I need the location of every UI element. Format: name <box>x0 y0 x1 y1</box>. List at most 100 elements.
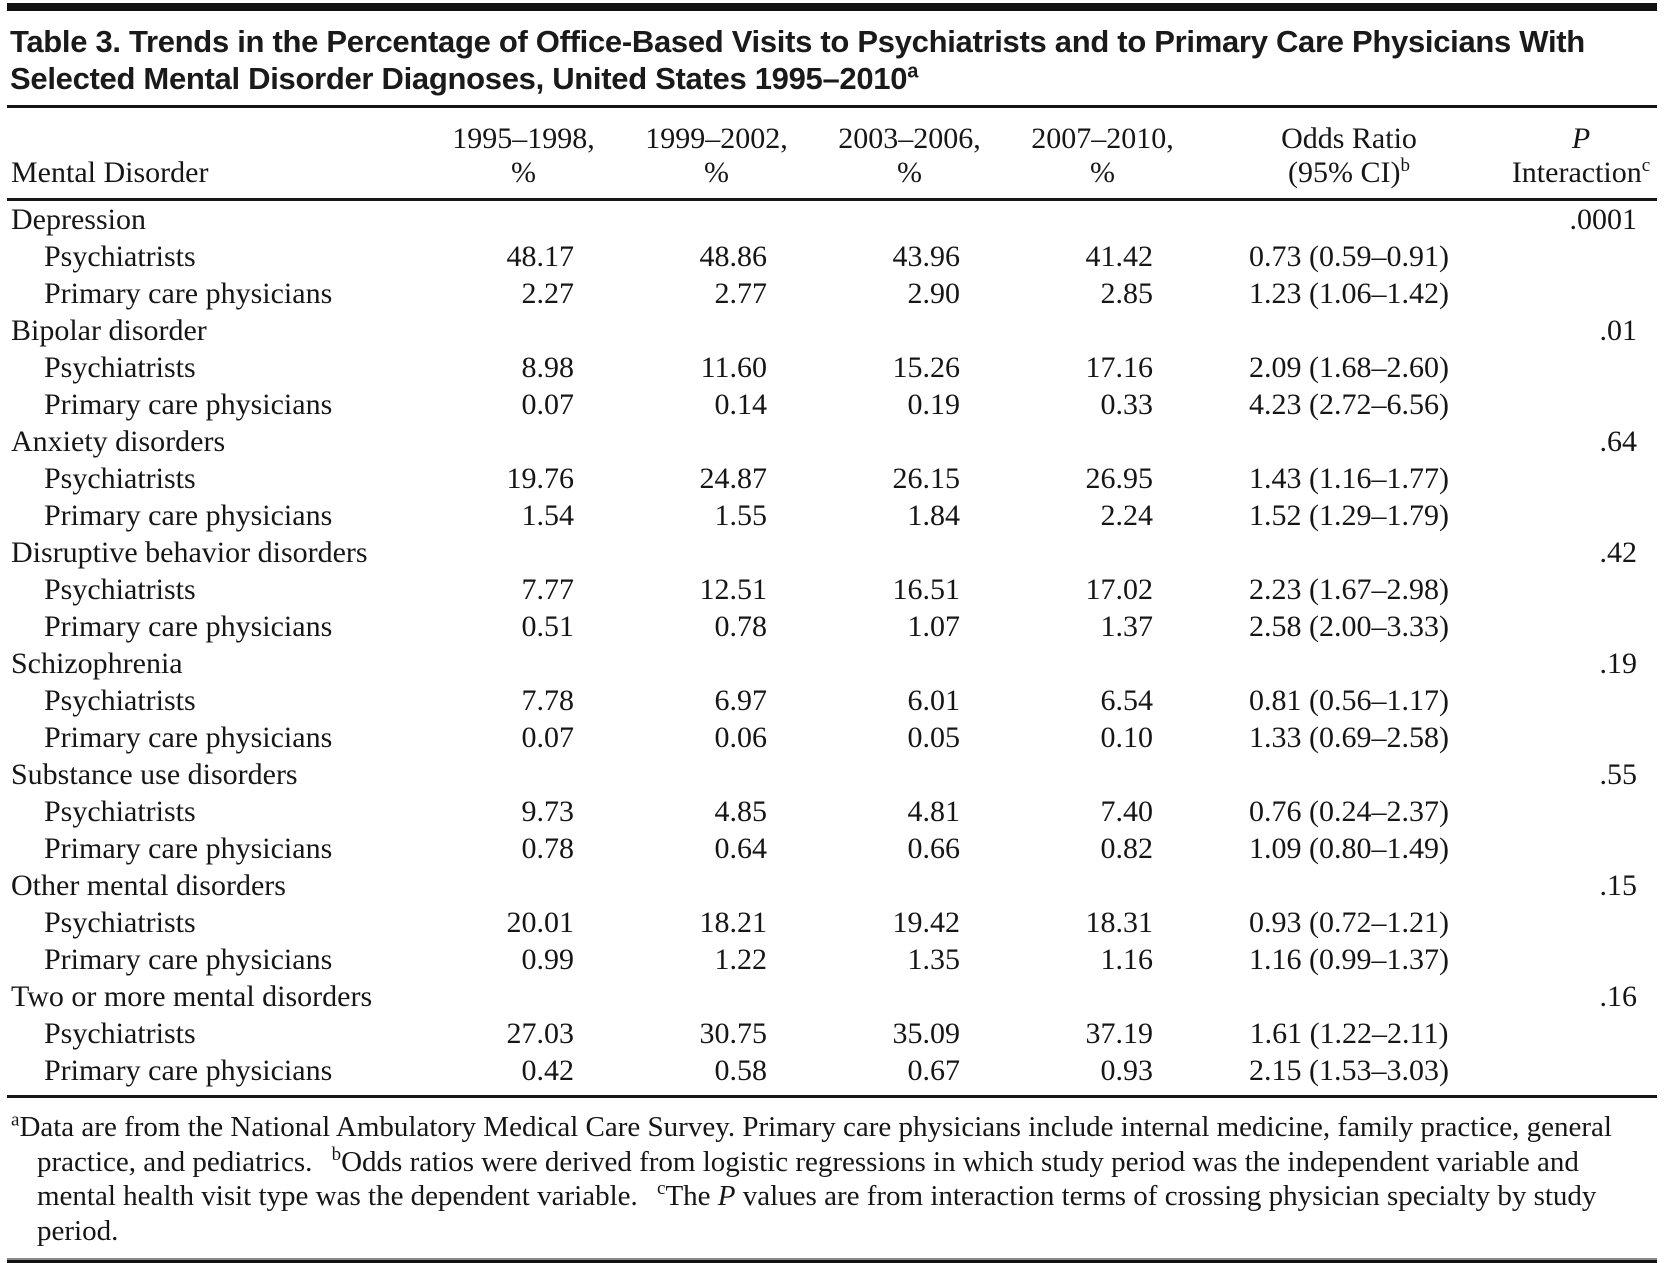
provider-row: Psychiatrists 7.77 12.51 16.51 17.02 2.23 (1.… <box>7 571 1663 608</box>
empty-p-cell <box>1499 608 1663 645</box>
section-row: Other mental disorders .15 <box>7 867 1663 904</box>
column-header-2003-2006: 2003–2006,% <box>813 108 1006 198</box>
percent-value-cell: 0.66 <box>907 832 961 865</box>
column-header-p-interaction: P Interactionc <box>1499 108 1663 198</box>
column-header-label: P <box>1499 122 1663 156</box>
column-header-1999-2002: 1999–2002,% <box>620 108 813 198</box>
column-header-mental-disorder: Mental Disorder <box>7 108 427 198</box>
percent-value-cell: 2.77 <box>714 277 768 310</box>
disorder-name-cell: Disruptive behavior disorders <box>11 536 368 569</box>
empty-p-cell <box>1499 238 1663 275</box>
column-header-interaction: Interaction <box>1511 156 1642 189</box>
provider-label-cell: Primary care physicians <box>44 388 333 421</box>
percent-value-cell: 2.90 <box>907 277 961 310</box>
percent-value-cell: 0.82 <box>1100 832 1154 865</box>
odds-ratio-cell: 1.16 (0.99–1.37) <box>1249 943 1449 976</box>
empty-odds-cell <box>1199 534 1499 571</box>
odds-ratio-cell: 1.61 (1.22–2.11) <box>1249 1017 1449 1050</box>
empty-percent-cell <box>813 756 1006 793</box>
empty-percent-cell <box>1006 645 1199 682</box>
footnote-text-c-post: values are from interaction terms of cro… <box>37 1180 1597 1247</box>
disorder-name-cell: Depression <box>11 203 146 236</box>
column-header-unit: % <box>1090 156 1115 189</box>
percent-value-cell: 24.87 <box>699 462 768 495</box>
disorder-name-cell: Bipolar disorder <box>11 314 207 347</box>
provider-label-cell: Primary care physicians <box>44 277 333 310</box>
footnote-text-c-pre: The <box>665 1180 718 1212</box>
percent-value-cell: 30.75 <box>699 1017 768 1050</box>
table-title-footnote-marker: a <box>907 60 919 83</box>
empty-percent-cell <box>1006 312 1199 349</box>
empty-p-cell <box>1499 460 1663 497</box>
provider-row: Primary care physicians 1.54 1.55 1.84 2.24 1… <box>7 497 1663 534</box>
column-header-label: 1995–1998, <box>452 122 595 155</box>
empty-odds-cell <box>1199 756 1499 793</box>
percent-value-cell: 4.85 <box>714 795 768 828</box>
p-interaction-cell: .42 <box>1599 536 1638 569</box>
empty-percent-cell <box>620 756 813 793</box>
percent-value-cell: 1.54 <box>521 499 575 532</box>
empty-p-cell <box>1499 904 1663 941</box>
empty-p-cell <box>1499 719 1663 756</box>
p-interaction-cell: .16 <box>1599 980 1638 1013</box>
provider-row: Psychiatrists 20.01 18.21 19.42 18.31 0.93 (0… <box>7 904 1663 941</box>
provider-label-cell: Primary care physicians <box>44 499 333 532</box>
section-row: Substance use disorders .55 <box>7 756 1663 793</box>
footnote-marker-c: c <box>657 1178 666 1200</box>
provider-row: Primary care physicians 0.07 0.14 0.19 0.33 4… <box>7 386 1663 423</box>
empty-percent-cell <box>427 201 620 238</box>
percent-value-cell: 43.96 <box>892 240 961 273</box>
disorder-name-cell: Other mental disorders <box>11 869 286 902</box>
odds-ratio-cell: 2.58 (2.00–3.33) <box>1249 610 1449 643</box>
empty-percent-cell <box>813 312 1006 349</box>
percent-value-cell: 0.05 <box>907 721 961 754</box>
percent-value-cell: 1.16 <box>1100 943 1154 976</box>
empty-p-cell <box>1499 275 1663 312</box>
odds-ratio-cell: 0.93 (0.72–1.21) <box>1249 906 1449 939</box>
footnote-text-a: Data are from the National Ambulatory Me… <box>19 1111 1612 1178</box>
footnote-marker-a: a <box>11 1109 20 1131</box>
empty-percent-cell <box>620 978 813 1015</box>
footnote-text-b: Odds ratios were derived from logistic r… <box>37 1145 1579 1213</box>
percent-value-cell: 27.03 <box>506 1017 575 1050</box>
p-symbol: P <box>1571 122 1591 155</box>
provider-label-cell: Psychiatrists <box>44 1017 196 1050</box>
percent-value-cell: 7.78 <box>521 684 575 717</box>
provider-label-cell: Psychiatrists <box>44 240 196 273</box>
percent-value-cell: 19.42 <box>892 906 961 939</box>
provider-label-cell: Psychiatrists <box>44 573 196 606</box>
percent-value-cell: 0.10 <box>1100 721 1154 754</box>
percent-value-cell: 0.51 <box>521 610 575 643</box>
column-header-ci: (95% CI) <box>1288 156 1401 189</box>
percent-value-cell: 0.78 <box>521 832 575 865</box>
empty-percent-cell <box>427 978 620 1015</box>
empty-percent-cell <box>1006 534 1199 571</box>
empty-percent-cell <box>427 423 620 460</box>
percent-value-cell: 0.07 <box>521 388 575 421</box>
percent-value-cell: 20.01 <box>506 906 575 939</box>
empty-percent-cell <box>620 534 813 571</box>
table-header: Mental Disorder 1995–1998,% 1999–2002,% … <box>7 108 1663 198</box>
section-row: Schizophrenia .19 <box>7 645 1663 682</box>
odds-ratio-cell: 1.33 (0.69–2.58) <box>1249 721 1449 754</box>
empty-percent-cell <box>813 867 1006 904</box>
percent-value-cell: 17.02 <box>1085 573 1154 606</box>
empty-p-cell <box>1499 1052 1663 1089</box>
data-table-body: Depression .0001 Psychiatrists 48.17 48.86 43… <box>7 201 1663 1089</box>
odds-ratio-cell: 1.52 (1.29–1.79) <box>1249 499 1449 532</box>
column-header-label: 2007–2010, <box>1031 122 1174 155</box>
footnote-divider <box>7 1095 1657 1098</box>
empty-odds-cell <box>1199 423 1499 460</box>
empty-percent-cell <box>620 867 813 904</box>
percent-value-cell: 48.86 <box>699 240 768 273</box>
provider-row: Primary care physicians 0.42 0.58 0.67 0.93 2… <box>7 1052 1663 1089</box>
column-header-sub: (95% CI)b <box>1199 156 1499 190</box>
percent-value-cell: 2.85 <box>1100 277 1154 310</box>
column-header-footnote-marker: c <box>1641 155 1651 176</box>
title-divider <box>7 105 1657 108</box>
percent-value-cell: 37.19 <box>1085 1017 1154 1050</box>
percent-value-cell: 6.54 <box>1100 684 1154 717</box>
odds-ratio-cell: 2.23 (1.67–2.98) <box>1249 573 1449 606</box>
empty-p-cell <box>1499 571 1663 608</box>
column-header-unit: % <box>704 156 729 189</box>
